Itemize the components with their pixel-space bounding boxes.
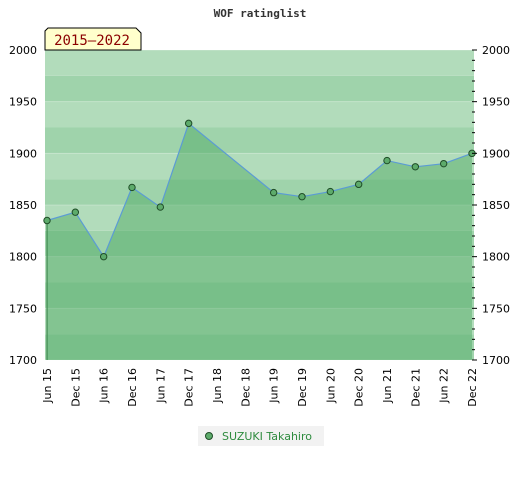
x-tick-label: Jun 22 — [438, 368, 451, 404]
data-point — [99, 252, 108, 261]
band — [45, 230, 474, 257]
data-point — [43, 216, 51, 225]
x-tick-label: Jun 20 — [324, 368, 337, 404]
y-tick-label: 2000 — [9, 44, 37, 57]
x-tick-label: Dec 16 — [126, 368, 139, 407]
x-tick-label: Dec 21 — [409, 368, 422, 407]
band — [45, 256, 474, 283]
grid-lines — [45, 49, 474, 361]
x-tick-label: Jun 16 — [98, 368, 111, 404]
y-tick-label: 1700 — [9, 354, 37, 367]
range-badge: 2015–2022 — [44, 27, 142, 51]
y-tick-label: 1800 — [9, 251, 37, 264]
chart-title: WOF ratinglist — [214, 7, 307, 20]
background-bands — [45, 50, 474, 360]
y-tick-label-right: 1950 — [482, 96, 510, 109]
y-axis-left: 1700 1750 1800 1850 1900 1950 2000 — [9, 44, 37, 367]
range-badge-text: 2015–2022 — [54, 33, 130, 49]
y-tick-label-right: 1700 — [482, 354, 510, 367]
data-point — [128, 183, 136, 192]
y-tick-label-right: 2000 — [482, 44, 510, 57]
y-tick-label-right: 1850 — [482, 199, 510, 212]
y-axis-right: 1700 1750 1800 1850 1900 1950 2000 — [472, 44, 510, 367]
data-point — [411, 163, 420, 171]
band — [45, 334, 474, 360]
legend-marker — [205, 432, 213, 440]
band — [45, 50, 474, 76]
band — [45, 75, 474, 102]
y-tick-label-right: 1900 — [482, 147, 510, 160]
legend: SUZUKI Takahiro — [198, 426, 324, 446]
data-point — [298, 193, 306, 201]
band — [45, 127, 474, 154]
data-point — [269, 188, 278, 197]
data-point — [184, 119, 193, 128]
x-tick-label: Jun 18 — [211, 368, 224, 404]
x-tick-label: Dec 17 — [183, 368, 196, 407]
y-tick-label-right: 1750 — [482, 302, 510, 315]
x-tick-label: Dec 15 — [69, 368, 82, 407]
y-tick-label: 1850 — [9, 199, 37, 212]
x-tick-label: Dec 20 — [353, 368, 366, 407]
x-tick-label: Jun 19 — [268, 368, 281, 404]
band — [45, 282, 474, 309]
band — [45, 308, 474, 335]
y-tick-label: 1950 — [9, 96, 37, 109]
x-tick-label: Dec 22 — [466, 368, 479, 407]
y-tick-label: 1750 — [9, 302, 37, 315]
series-markers — [43, 119, 476, 360]
x-tick-label: Jun 15 — [41, 368, 54, 404]
series-area — [47, 123, 472, 361]
series-line — [46, 122, 473, 258]
y-tick-label-right: 1800 — [482, 251, 510, 264]
data-point — [439, 159, 448, 168]
band — [45, 101, 474, 128]
data-point — [156, 203, 165, 211]
band — [45, 153, 474, 180]
x-tick-label: Dec 19 — [296, 368, 309, 407]
x-tick-label: Dec 18 — [239, 368, 252, 407]
x-tick-label: Jun 17 — [154, 368, 167, 404]
y-tick-label: 1900 — [9, 147, 37, 160]
data-point — [354, 180, 363, 189]
x-tick-label: Jun 21 — [381, 368, 394, 404]
band — [45, 179, 474, 205]
data-point — [71, 208, 80, 216]
legend-label: SUZUKI Takahiro — [222, 430, 312, 443]
x-axis: Jun 15 Dec 15 Jun 16 Dec 16 Jun 17 Dec 17 Jun … — [41, 368, 479, 407]
data-point — [383, 156, 391, 165]
data-point — [326, 187, 335, 196]
